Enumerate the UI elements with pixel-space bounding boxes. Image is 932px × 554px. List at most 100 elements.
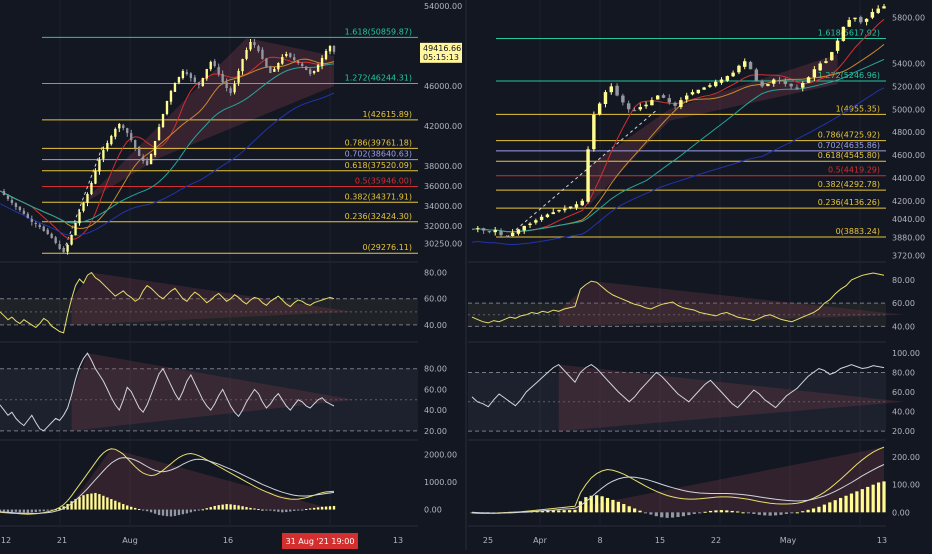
candle-body [249, 42, 252, 50]
candle-body [719, 79, 724, 83]
macd-histogram-bar [681, 512, 686, 517]
candle-body [225, 82, 228, 88]
ma-long-line [0, 92, 335, 237]
candle-body [574, 204, 579, 208]
candle-body [229, 88, 232, 93]
candle-body [293, 57, 296, 60]
oscillator-band [468, 303, 886, 327]
macd-axis-tick: 100.00 [892, 481, 920, 490]
candle-body [22, 210, 26, 214]
candle-body [522, 225, 526, 231]
trend-line [63, 143, 104, 252]
oscillator-axis-tick: 60.00 [424, 295, 447, 304]
macd-histogram-bar [153, 509, 157, 514]
candle-body [197, 82, 200, 85]
candle-body [603, 92, 608, 105]
time-axis-tick: Apr [533, 536, 548, 545]
candle-body [245, 50, 248, 59]
ma-fast-line [471, 18, 885, 233]
macd-histogram-bar [573, 509, 577, 513]
macd-axis-tick: 1000.00 [424, 478, 457, 487]
candle-body [209, 62, 212, 70]
time-axis-tick: 12 [1, 536, 11, 545]
candle-body [316, 65, 320, 72]
macd-histogram-bar [768, 512, 772, 516]
macd-histogram-bar [643, 512, 648, 514]
price-axis-tick: 5800.00 [892, 14, 925, 23]
macd-histogram-bar [261, 509, 264, 511]
candle-body [725, 76, 730, 81]
bar-countdown: 05:15:13 [423, 53, 459, 62]
candle-body [106, 143, 109, 150]
candle-body [169, 91, 173, 102]
macd-histogram-bar [714, 510, 718, 513]
macd-histogram-bar [670, 512, 675, 518]
candle-body [714, 81, 718, 87]
macd-histogram-bar [249, 507, 252, 510]
candle-body [592, 114, 596, 150]
macd-line [471, 446, 885, 514]
macd-histogram-bar [26, 509, 30, 513]
macd-histogram-bar [855, 491, 859, 513]
macd-histogram-bar [233, 504, 236, 510]
fib-level-label: 0(3883.24) [836, 227, 880, 236]
oscillator-axis-tick: 60.00 [892, 299, 915, 308]
pattern-fills-layer [0, 38, 904, 513]
candle-body [332, 46, 336, 52]
macd-histogram-bar [833, 500, 837, 513]
macd-histogram-bar [817, 506, 821, 513]
candle-body [118, 124, 121, 129]
macd-histogram-bar [285, 509, 288, 513]
macd-histogram-bar [257, 509, 260, 511]
grid-layer [0, 0, 886, 550]
macd-histogram-bar [78, 497, 81, 510]
macd-histogram-bar [304, 509, 308, 511]
fib-level-label: 1(42615.89) [362, 110, 412, 119]
macd-histogram-bar [844, 495, 848, 513]
candle-body [257, 46, 260, 51]
candle-body [122, 125, 125, 128]
macd-histogram-bar [665, 512, 669, 518]
macd-histogram-bar [273, 509, 276, 512]
candle-body [181, 71, 185, 78]
candle-body [760, 81, 764, 87]
price-axis-tick: 3720.00 [892, 252, 925, 261]
macd-histogram-bar [74, 499, 77, 510]
macd-histogram-bar [173, 509, 177, 516]
macd-signal-line [471, 464, 885, 514]
price-axis-tick: 4600.00 [892, 151, 925, 160]
macd-histogram-bar [245, 507, 248, 510]
candle-body [161, 114, 165, 128]
macd-histogram-bar [10, 509, 14, 513]
candle-body [766, 84, 770, 86]
oscillator-line [0, 352, 335, 432]
candle-body [233, 84, 236, 93]
oscillator-line [0, 271, 335, 334]
macd-wedge-fill [553, 447, 884, 513]
candle-body [621, 95, 625, 103]
time-axis-tick: 25 [483, 536, 493, 545]
candle-body [277, 63, 280, 70]
macd-histogram-bar [551, 510, 555, 513]
candle-body [18, 206, 22, 210]
macd-histogram-bar [102, 495, 105, 510]
candle-body [545, 214, 550, 218]
candle-body [114, 129, 117, 137]
macd-histogram-bar [137, 509, 141, 511]
oscillator-line [471, 363, 885, 409]
candle-body [516, 229, 521, 234]
macd-histogram-bar [122, 504, 125, 510]
price-axis-tick: 32000.00 [424, 222, 462, 231]
candle-body [702, 87, 706, 90]
ma-long-line [471, 87, 885, 246]
candle-body [731, 72, 735, 77]
macd-histogram-bar [134, 507, 137, 510]
macd-histogram-bar [90, 493, 93, 510]
candle-body [54, 237, 57, 243]
macd-histogram-bar [627, 506, 631, 513]
macd-histogram-bar [687, 512, 691, 516]
macd-histogram-bar [822, 504, 826, 513]
fib-level-label: 0.5(35946.00) [355, 177, 412, 186]
macd-histogram-bar [50, 509, 53, 511]
